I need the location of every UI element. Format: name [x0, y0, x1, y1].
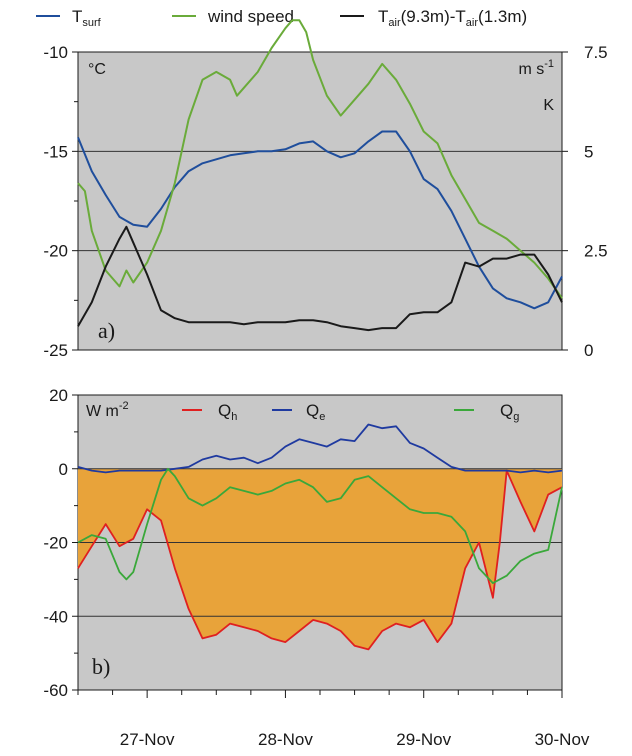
panel-a-right-tick-label: 5	[584, 142, 593, 161]
panel-a-left-tick-label: -15	[43, 142, 68, 161]
series-wind-line	[77, 19, 563, 299]
panel-b-unit: W m-2	[86, 400, 129, 420]
panel-a-background	[77, 51, 563, 351]
panel-b-x-axis: 27-Nov 28-Nov 29-Nov 30-Nov	[77, 690, 590, 749]
panel-b-x-tick-label: 28-Nov	[258, 730, 313, 749]
panel-a-label: a)	[98, 318, 115, 343]
panel-a: -10 -15 -20 -25 7.5 5 2.5 0 °C m s-1 K a)	[43, 19, 608, 360]
panel-b-x-tick-label: 29-Nov	[396, 730, 451, 749]
legend-qe-label: Qe	[306, 401, 325, 423]
panel-b: 20 0 -20 -40 -60 27-Nov 28-Nov 29-Nov 30-Nov W …	[43, 386, 589, 749]
panel-a-unit-left: °C	[88, 61, 106, 78]
panel-b-y-tick-label: -40	[43, 607, 68, 626]
panel-a-grid	[78, 150, 562, 252]
panel-a-right-tick-label: 7.5	[584, 43, 608, 62]
legend-tair-label: Tair(9.3m)-Tair(1.3m)	[378, 7, 527, 29]
panel-b-grid	[78, 468, 562, 617]
panel-a-left-axis: -10 -15 -20 -25	[43, 43, 78, 360]
legend-a: Tsurf wind speed Tair(9.3m)-Tair(1.3m)	[36, 7, 527, 29]
legend-qg-label: Qg	[500, 401, 519, 423]
panel-b-x-tick-label: 30-Nov	[535, 730, 590, 749]
panel-b-y-tick-label: 0	[59, 460, 68, 479]
panel-a-lines	[77, 19, 563, 332]
series-qe-line	[77, 423, 563, 474]
panel-a-right-tick-label: 2.5	[584, 242, 608, 261]
legend-qh-label: Qh	[218, 401, 237, 423]
legend-b: Qh Qe Qg	[182, 401, 519, 423]
series-qh-line	[77, 469, 563, 651]
panel-b-lines	[77, 423, 563, 651]
series-tair-diff-line	[77, 225, 563, 332]
panel-b-y-axis: 20 0 -20 -40 -60	[43, 386, 78, 700]
panel-b-y-tick-label: -20	[43, 534, 68, 553]
panel-b-y-tick-label: -60	[43, 681, 68, 700]
panel-a-unit-right-bottom: K	[543, 97, 554, 114]
panel-a-left-tick-label: -20	[43, 242, 68, 261]
panel-a-unit-right-top: m s-1	[518, 58, 554, 78]
series-qg-line	[77, 467, 563, 584]
panel-a-right-axis: 7.5 5 2.5 0	[562, 43, 608, 360]
panel-b-label: b)	[92, 654, 110, 679]
legend-wind-label: wind speed	[207, 7, 294, 26]
panel-b-y-tick-label: 20	[49, 386, 68, 405]
panel-a-left-tick-label: -25	[43, 341, 68, 360]
panel-a-right-tick-label: 0	[584, 341, 593, 360]
panel-a-left-tick-label: -10	[43, 43, 68, 62]
series-tsurf-line	[77, 130, 563, 310]
legend-tsurf-label: Tsurf	[72, 7, 102, 29]
panel-b-x-tick-label: 27-Nov	[120, 730, 175, 749]
